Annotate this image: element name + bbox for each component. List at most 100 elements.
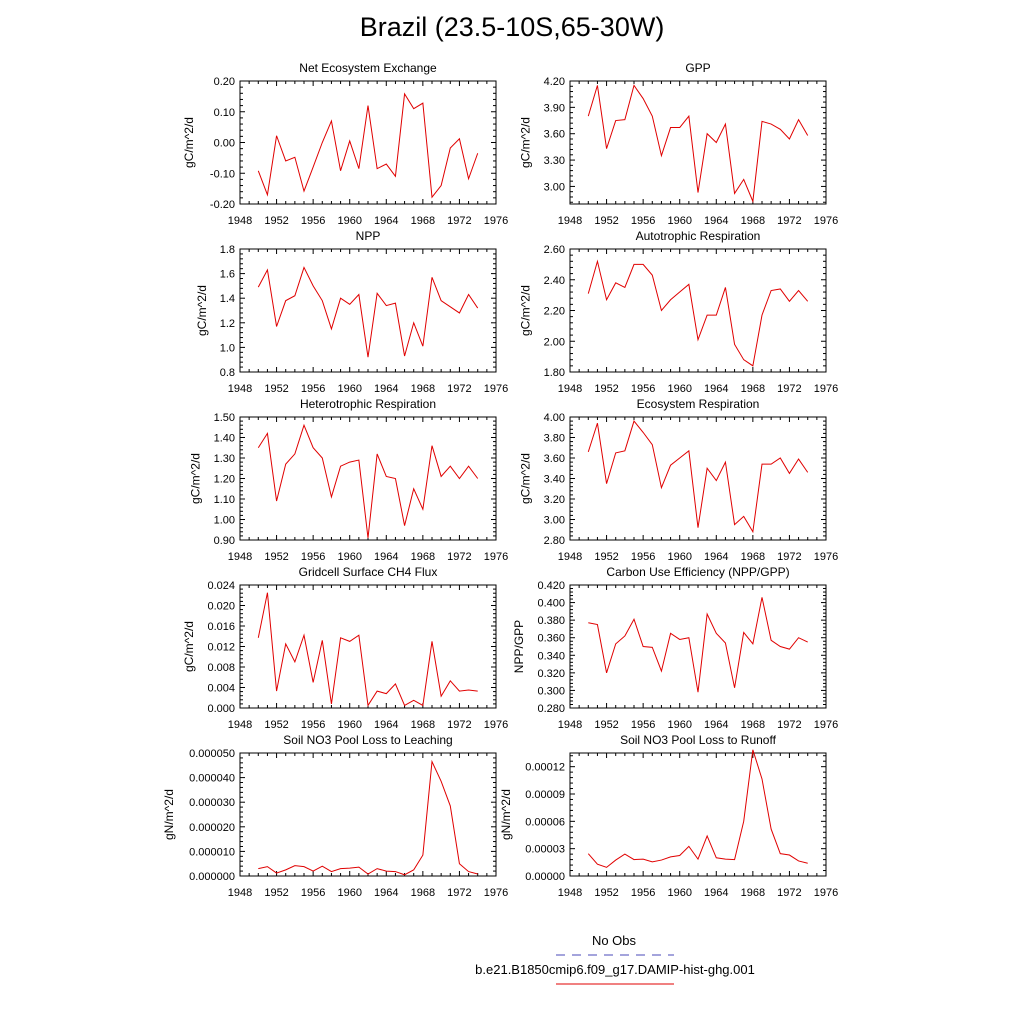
y-axis-label: gC/m^2/d bbox=[189, 453, 203, 504]
panel-gridcell-surface-ch4-flux: Gridcell Surface CH4 Flux gC/m^2/d 1948 195… bbox=[182, 565, 508, 731]
x-tick-label: 1960 bbox=[667, 215, 691, 227]
x-tick-label: 1964 bbox=[374, 551, 398, 563]
y-tick-label: 2.20 bbox=[544, 306, 565, 318]
y-tick-label: 0.016 bbox=[207, 621, 235, 633]
y-tick-label: 0.420 bbox=[537, 580, 565, 592]
x-tick-label: 1948 bbox=[558, 719, 582, 731]
panel-title: Heterotrophic Respiration bbox=[300, 397, 436, 411]
panel-autotrophic-respiration: Autotrophic Respiration gC/m^2/d 1948 1952 1… bbox=[519, 229, 839, 395]
x-tick-label: 1952 bbox=[594, 383, 618, 395]
y-tick-label: 1.50 bbox=[214, 412, 235, 424]
y-tick-label: 0.00012 bbox=[525, 762, 565, 774]
x-tick-label: 1960 bbox=[337, 383, 361, 395]
y-tick-label: 2.60 bbox=[544, 244, 565, 256]
x-tick-label: 1968 bbox=[411, 551, 435, 563]
y-tick-label: 3.00 bbox=[544, 515, 565, 527]
x-tick-label: 1956 bbox=[301, 551, 325, 563]
series-line bbox=[587, 420, 809, 534]
y-tick-label: 0.90 bbox=[214, 535, 235, 547]
x-tick-label: 1952 bbox=[264, 719, 288, 731]
x-tick-label: 1952 bbox=[264, 215, 288, 227]
x-tick-label: 1956 bbox=[301, 887, 325, 899]
x-tick-label: 1948 bbox=[228, 215, 252, 227]
figure-title: Brazil (23.5-10S,65-30W) bbox=[359, 12, 665, 42]
y-tick-label: 0.004 bbox=[207, 683, 235, 695]
x-tick-label: 1964 bbox=[374, 383, 398, 395]
x-tick-label: 1952 bbox=[594, 215, 618, 227]
x-tick-label: 1960 bbox=[667, 719, 691, 731]
x-tick-label: 1964 bbox=[704, 383, 728, 395]
x-tick-label: 1972 bbox=[447, 383, 471, 395]
x-tick-label: 1960 bbox=[337, 719, 361, 731]
x-tick-label: 1960 bbox=[667, 551, 691, 563]
x-tick-label: 1976 bbox=[814, 383, 838, 395]
panel-gpp: GPP gC/m^2/d 1948 1952 1956 1960 1964 1968 1972 1… bbox=[519, 61, 839, 227]
x-tick-label: 1948 bbox=[228, 719, 252, 731]
x-tick-label: 1972 bbox=[447, 215, 471, 227]
x-tick-label: 1972 bbox=[447, 551, 471, 563]
y-tick-label: 0.400 bbox=[537, 598, 565, 610]
series-line bbox=[587, 84, 809, 204]
x-tick-label: 1976 bbox=[484, 887, 508, 899]
y-tick-label: 0.8 bbox=[220, 367, 235, 379]
x-tick-label: 1976 bbox=[814, 719, 838, 731]
x-tick-label: 1964 bbox=[374, 719, 398, 731]
y-tick-label: 0.380 bbox=[537, 615, 565, 627]
x-tick-label: 1952 bbox=[594, 887, 618, 899]
y-axis-label: gC/m^2/d bbox=[519, 453, 533, 504]
x-tick-label: 1960 bbox=[337, 551, 361, 563]
y-axis-label: gC/m^2/d bbox=[519, 285, 533, 336]
y-tick-label: 0.20 bbox=[214, 76, 235, 88]
x-tick-label: 1960 bbox=[667, 383, 691, 395]
x-tick-label: 1956 bbox=[301, 215, 325, 227]
y-tick-label: 0.000050 bbox=[189, 748, 235, 760]
x-tick-label: 1948 bbox=[558, 551, 582, 563]
x-tick-label: 1956 bbox=[631, 551, 655, 563]
y-tick-label: 2.00 bbox=[544, 336, 565, 348]
x-tick-label: 1972 bbox=[447, 887, 471, 899]
x-tick-label: 1968 bbox=[411, 383, 435, 395]
y-tick-label: 0.340 bbox=[537, 650, 565, 662]
series-line bbox=[257, 423, 479, 539]
series-line bbox=[587, 259, 809, 367]
y-tick-label: 1.40 bbox=[214, 433, 235, 445]
y-axis-label: gN/m^2/d bbox=[499, 789, 513, 840]
series-line bbox=[257, 592, 478, 707]
y-tick-label: 0.000010 bbox=[189, 846, 235, 858]
x-tick-label: 1948 bbox=[558, 383, 582, 395]
x-tick-label: 1952 bbox=[264, 383, 288, 395]
y-tick-label: 0.00009 bbox=[525, 789, 565, 801]
x-tick-label: 1976 bbox=[814, 887, 838, 899]
x-tick-label: 1952 bbox=[264, 887, 288, 899]
x-tick-label: 1968 bbox=[411, 215, 435, 227]
x-tick-label: 1968 bbox=[741, 719, 765, 731]
plot-frame bbox=[239, 248, 497, 373]
x-tick-label: 1952 bbox=[264, 551, 288, 563]
panel-title: Autotrophic Respiration bbox=[636, 229, 761, 243]
y-tick-label: -0.20 bbox=[210, 199, 235, 211]
x-tick-label: 1968 bbox=[741, 215, 765, 227]
y-tick-label: 0.00003 bbox=[525, 844, 565, 856]
y-tick-label: 0.00000 bbox=[525, 871, 565, 883]
y-axis-label: gC/m^2/d bbox=[519, 117, 533, 168]
x-tick-label: 1948 bbox=[228, 383, 252, 395]
x-tick-label: 1960 bbox=[667, 887, 691, 899]
x-tick-label: 1964 bbox=[704, 887, 728, 899]
panel-title: Gridcell Surface CH4 Flux bbox=[299, 565, 438, 579]
x-tick-label: 1948 bbox=[228, 551, 252, 563]
y-tick-label: 2.80 bbox=[544, 535, 565, 547]
y-tick-label: 0.012 bbox=[207, 642, 235, 654]
y-axis-label: gC/m^2/d bbox=[182, 117, 196, 168]
x-tick-label: 1968 bbox=[411, 719, 435, 731]
x-tick-label: 1976 bbox=[484, 719, 508, 731]
y-tick-label: 1.8 bbox=[220, 244, 235, 256]
panel-title: Ecosystem Respiration bbox=[637, 397, 760, 411]
y-tick-label: 1.20 bbox=[214, 474, 235, 486]
y-tick-label: -0.10 bbox=[210, 168, 235, 180]
y-tick-label: 0.280 bbox=[537, 703, 565, 715]
x-tick-label: 1964 bbox=[704, 215, 728, 227]
x-tick-label: 1964 bbox=[374, 887, 398, 899]
x-tick-label: 1968 bbox=[741, 383, 765, 395]
panel-npp: NPP gC/m^2/d 1948 1952 1956 1960 1964 1968 1972 1… bbox=[195, 229, 508, 395]
y-tick-label: 0.008 bbox=[207, 662, 235, 674]
